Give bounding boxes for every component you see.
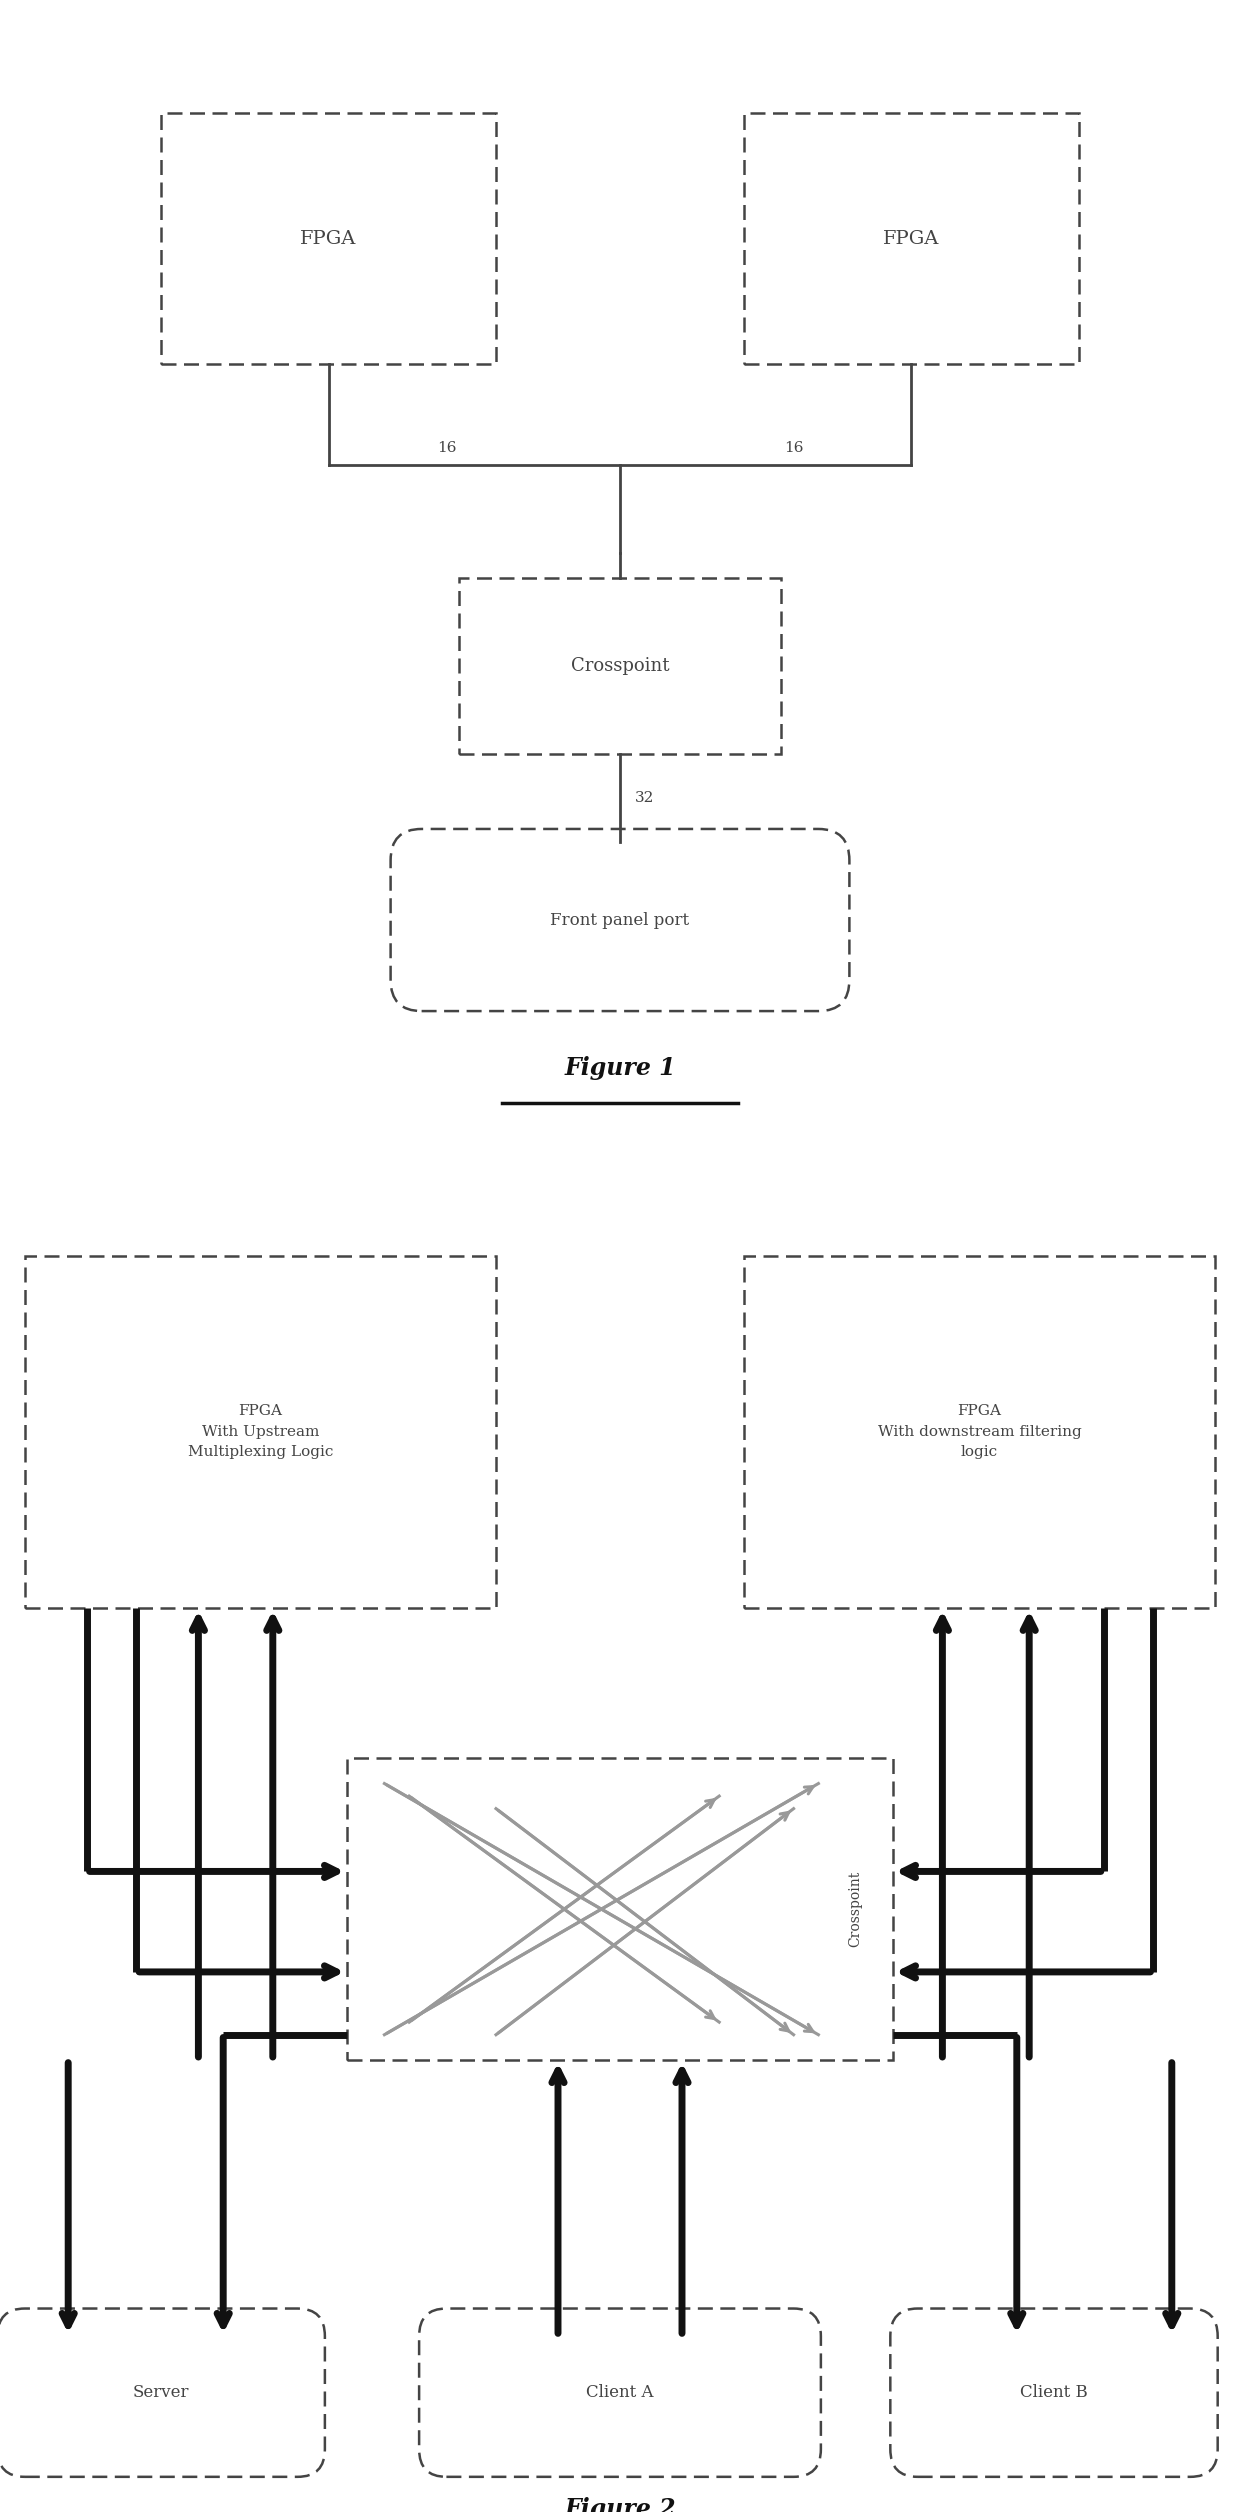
Text: Server: Server	[133, 2384, 190, 2401]
FancyBboxPatch shape	[25, 1256, 496, 1608]
FancyBboxPatch shape	[459, 578, 781, 754]
Text: Client B: Client B	[1021, 2384, 1087, 2401]
Text: Front panel port: Front panel port	[551, 912, 689, 929]
FancyBboxPatch shape	[744, 1256, 1215, 1608]
Text: Crosspoint: Crosspoint	[570, 656, 670, 676]
Text: Figure 2: Figure 2	[564, 2497, 676, 2512]
FancyBboxPatch shape	[161, 113, 496, 364]
Text: Figure 1: Figure 1	[564, 1055, 676, 1080]
FancyBboxPatch shape	[890, 2309, 1218, 2477]
Text: 16: 16	[784, 440, 804, 455]
Text: FPGA
With Upstream
Multiplexing Logic: FPGA With Upstream Multiplexing Logic	[187, 1404, 334, 1459]
Text: 32: 32	[635, 791, 655, 804]
FancyBboxPatch shape	[347, 1758, 893, 2060]
FancyBboxPatch shape	[419, 2309, 821, 2477]
Text: FPGA: FPGA	[883, 229, 940, 249]
FancyBboxPatch shape	[0, 2309, 325, 2477]
FancyBboxPatch shape	[744, 113, 1079, 364]
Text: 16: 16	[436, 440, 456, 455]
Text: Crosspoint: Crosspoint	[848, 1871, 863, 1947]
Text: FPGA
With downstream filtering
logic: FPGA With downstream filtering logic	[878, 1404, 1081, 1459]
Text: Client A: Client A	[587, 2384, 653, 2401]
Text: FPGA: FPGA	[300, 229, 357, 249]
FancyBboxPatch shape	[391, 829, 849, 1010]
